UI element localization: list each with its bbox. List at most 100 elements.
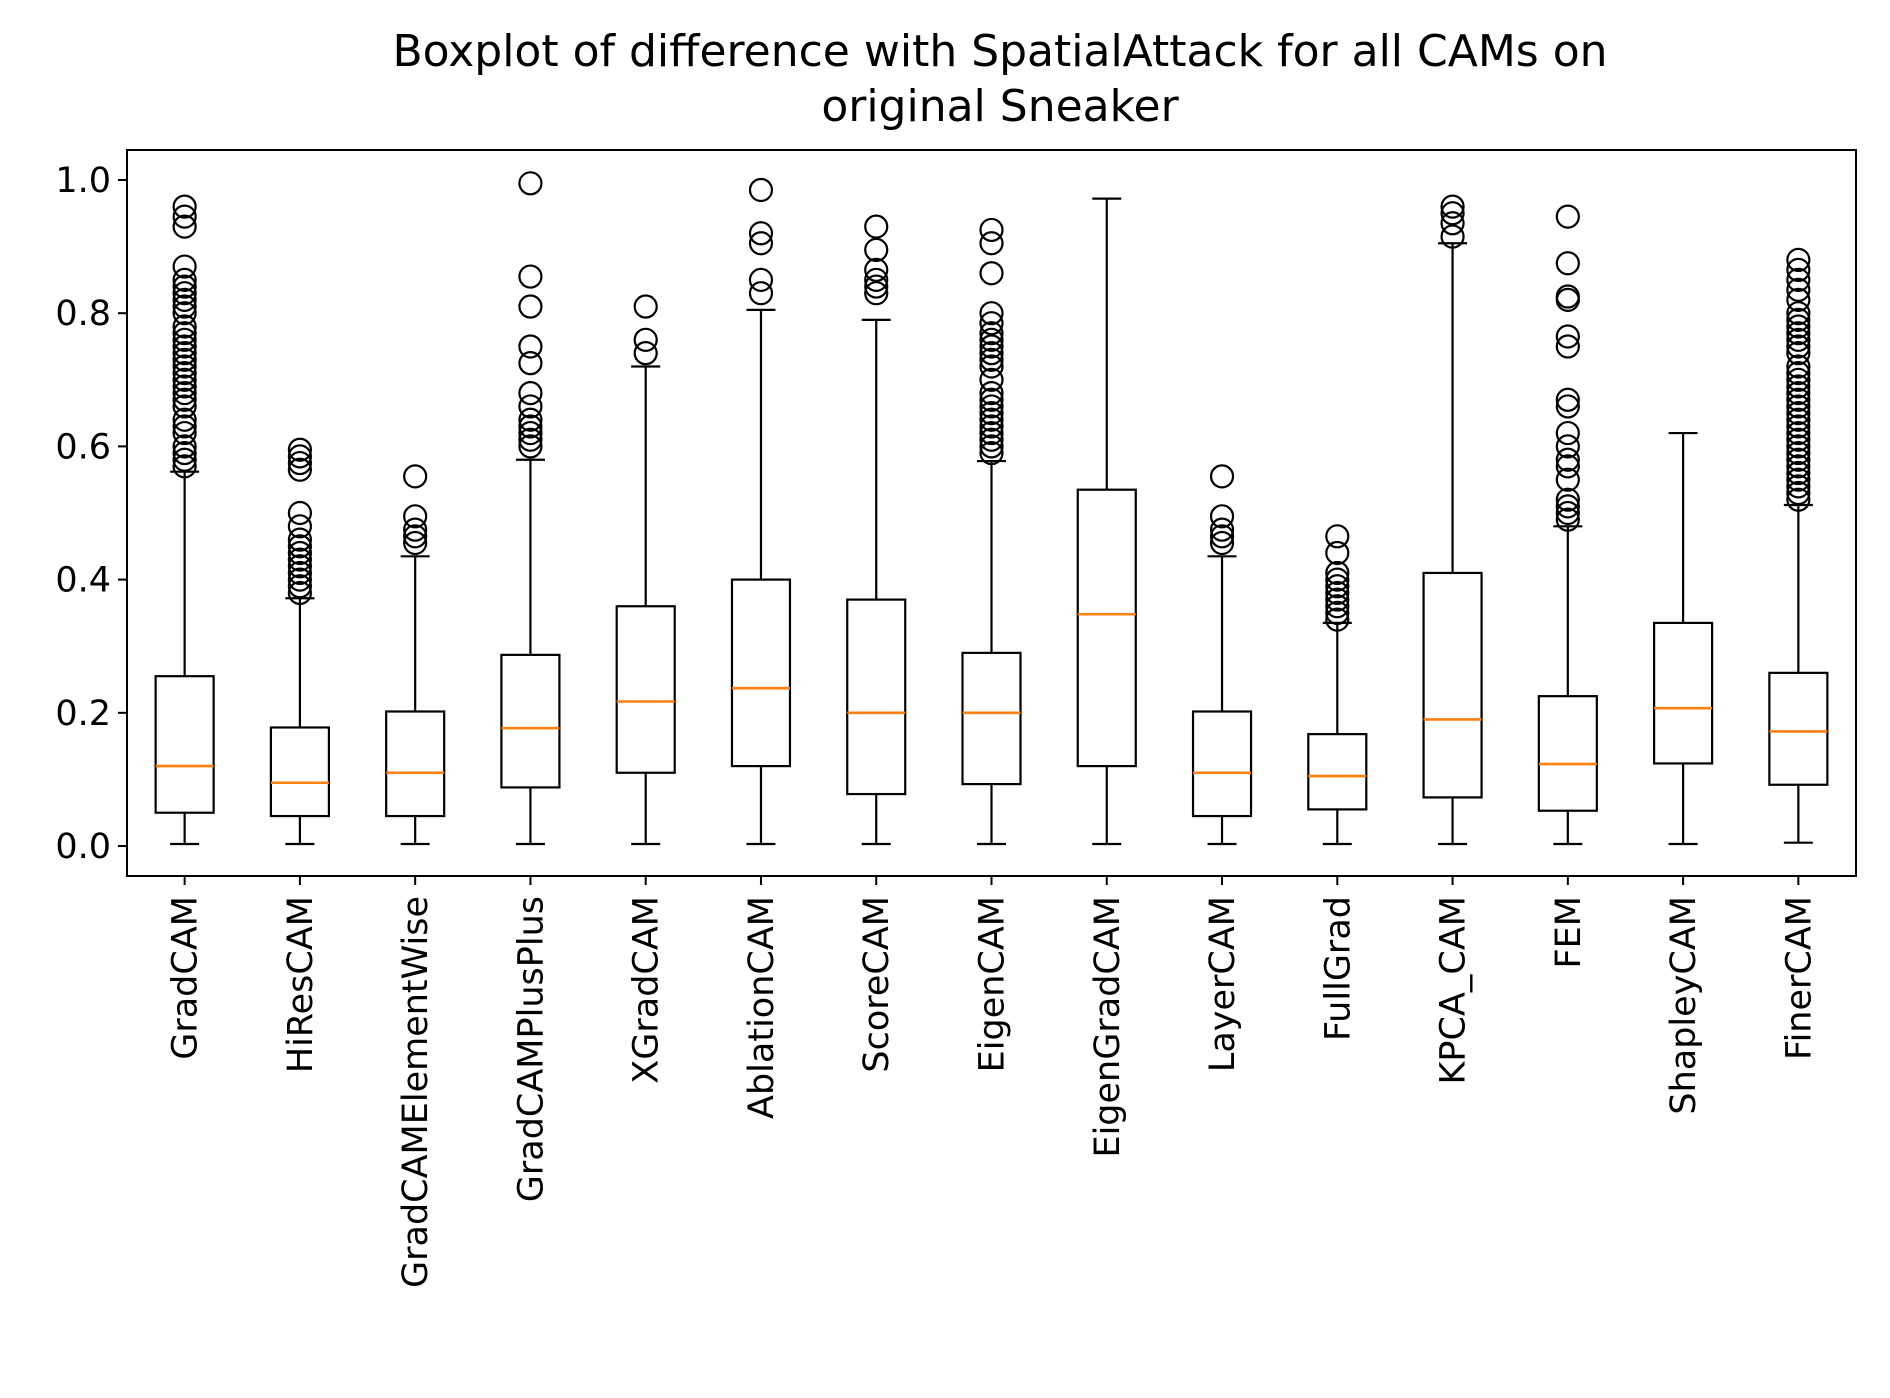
outlier-point [979,400,1004,426]
y-tick-label: 0.2 [55,694,111,734]
outlier-point [1209,504,1235,529]
outlier-point [1555,334,1580,359]
outlier-point [518,394,543,419]
outlier-point [1786,354,1811,379]
outlier-point [1555,447,1580,472]
outlier-point [518,434,543,459]
outlier-point [1209,517,1235,542]
outlier-point [172,407,197,432]
x-tick-label: GradCAM [166,896,206,1060]
outlier-point [1786,374,1811,399]
outlier-point [1786,327,1811,352]
outlier-point [1325,600,1350,626]
outlier-point [1786,434,1811,459]
outlier-point [1555,507,1580,532]
outlier-point [287,437,312,462]
outlier-point [1786,301,1811,326]
y-tick-label: 0.6 [55,427,111,467]
outlier-point [287,547,312,572]
iqr-box [1422,571,1483,799]
chart-title-line-2: original Sneaker [821,81,1179,132]
outlier-point [172,334,197,359]
outlier-point [518,381,543,406]
iqr-box [1537,695,1598,812]
outlier-point [403,530,428,556]
outlier-point [172,454,197,479]
y-tick-label: 1.0 [55,161,111,201]
outlier-point [1786,427,1811,452]
outlier-point [748,281,774,306]
outlier-point [1555,394,1580,419]
outlier-point [1786,257,1811,282]
outlier-point [979,301,1004,326]
outlier-point [287,444,312,469]
outlier-point [979,347,1004,372]
outlier-point [979,434,1004,459]
iqr-box [846,598,907,796]
iqr-box [385,710,446,818]
outlier-point [172,327,197,352]
outlier-point [748,177,774,203]
outlier-point [1786,314,1811,339]
x-tick-label: ShapleyCAM [1664,896,1704,1115]
outlier-point [518,420,543,446]
outlier-point [1325,587,1350,612]
outlier-point [172,434,197,459]
outlier-point [1325,524,1350,549]
outlier-point [979,367,1004,392]
outlier-point [864,237,889,263]
outlier-point [518,351,543,376]
y-tick-label: 0.4 [55,561,111,601]
outlier-point [172,347,197,372]
outlier-point [287,554,312,579]
outlier-point [172,381,197,406]
outlier-point [1555,500,1580,526]
outlier-point [1325,580,1350,606]
x-tick-label: EigenCAM [973,896,1013,1072]
iqr-box [500,653,561,789]
outlier-point [864,281,889,306]
outlier-point [1786,480,1811,506]
x-tick-label: XGradCAM [627,896,667,1084]
outlier-point [172,367,197,392]
x-tick-label: ScoreCAM [857,896,897,1073]
outlier-point [1325,574,1350,599]
outlier-point [1555,494,1580,519]
outlier-point [1555,434,1580,459]
x-tick-label: LayerCAM [1203,896,1243,1072]
outlier-point [1786,474,1811,499]
outlier-point [1325,540,1350,566]
outlier-point [979,414,1004,439]
outlier-point [1440,194,1465,219]
outlier-point [1786,487,1811,512]
x-tick-label: GradCAMPlusPlus [511,896,551,1202]
outlier-point [1786,407,1811,432]
outlier-point [172,361,197,386]
outlier-point [1786,287,1811,312]
iqr-box [730,578,792,768]
outlier-point [287,580,312,606]
outlier-point [1786,321,1811,346]
outlier-point [1786,367,1811,392]
outlier-point [172,414,197,439]
outlier-point [172,420,197,446]
outlier-point [979,420,1004,446]
outlier-point [172,294,197,319]
outlier-point [287,560,312,586]
iqr-box [615,605,676,774]
outlier-point [633,327,658,352]
outlier-point [1786,467,1811,492]
outlier-point [287,450,312,476]
outlier-point [1555,487,1580,512]
iqr-box [961,651,1022,786]
outlier-point [1786,460,1811,486]
x-tick-label: GradCAMElementWise [396,896,436,1288]
outlier-point [1555,251,1580,276]
iqr-box [1191,710,1253,818]
outlier-point [403,464,428,489]
outlier-point [979,231,1004,256]
outlier-point [172,194,197,219]
outlier-point [979,261,1004,286]
outlier-point [1786,307,1811,332]
